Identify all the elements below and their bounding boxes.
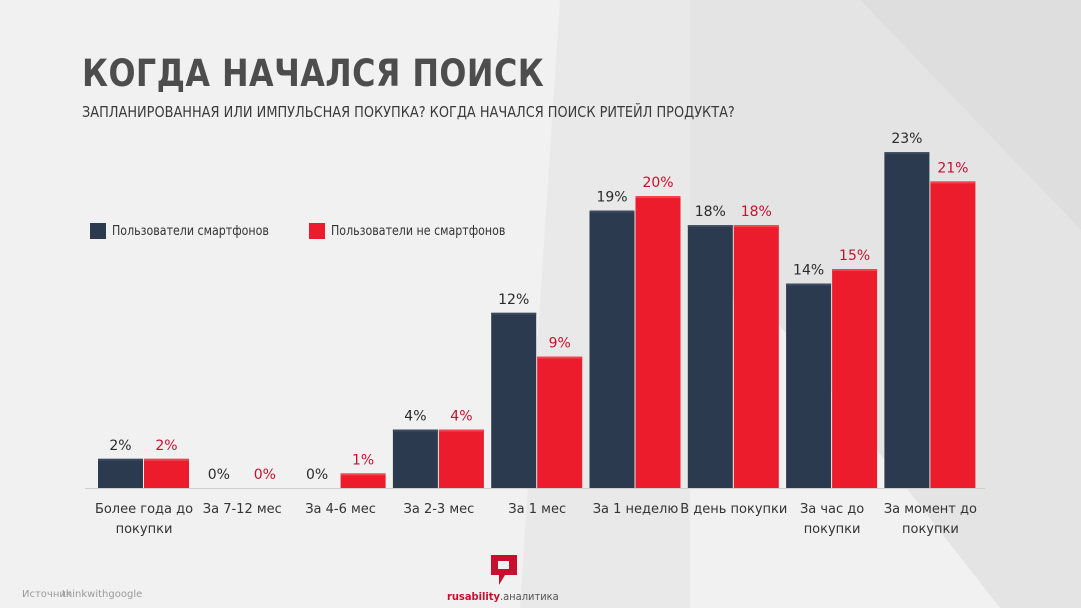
bar-non-smartphone xyxy=(733,225,779,488)
bar-top-smartphone xyxy=(589,210,635,213)
x-tick-label: покупки xyxy=(902,522,959,537)
legend-label-smartphone: Пользователи смартфонов xyxy=(112,223,269,239)
bar-top-non-smartphone xyxy=(733,225,779,228)
data-label-smartphone: 4% xyxy=(404,409,426,425)
legend-label-non-smartphone: Пользователи не смартфонов xyxy=(331,223,506,239)
x-tick-label: За 2-3 мес xyxy=(404,502,475,517)
bar-top-non-smartphone xyxy=(930,181,976,184)
brand-wordmark: rusability.аналитика xyxy=(447,590,559,603)
bar-top-non-smartphone xyxy=(438,429,484,432)
legend-swatch-non-smartphone xyxy=(309,223,325,239)
data-label-non-smartphone: 2% xyxy=(155,438,177,454)
bar-smartphone xyxy=(491,312,537,488)
bar-smartphone xyxy=(589,210,635,488)
bar-non-smartphone xyxy=(537,356,583,488)
bar-smartphone xyxy=(884,152,930,488)
x-tick-label: За 1 мес xyxy=(508,502,566,517)
page-title: КОГДА НАЧАЛСЯ ПОИСК xyxy=(82,52,545,95)
x-tick-label: Более года до xyxy=(95,502,193,517)
legend-item-smartphone: Пользователи смартфонов xyxy=(90,222,297,240)
data-label-non-smartphone: 4% xyxy=(450,409,472,425)
bar-non-smartphone xyxy=(832,269,878,488)
bar-smartphone xyxy=(687,225,733,488)
bar-top-smartphone xyxy=(786,283,832,286)
data-label-non-smartphone: 15% xyxy=(839,248,870,264)
bar-top-smartphone xyxy=(884,152,930,155)
bar-non-smartphone xyxy=(635,196,681,488)
data-label-non-smartphone: 9% xyxy=(549,336,571,352)
bar-smartphone xyxy=(392,429,438,488)
bar-non-smartphone xyxy=(438,429,484,488)
bar-smartphone xyxy=(98,458,143,488)
legend-swatch-smartphone xyxy=(90,223,106,239)
x-tick-label: За 7-12 мес xyxy=(203,502,282,517)
data-label-non-smartphone: 0% xyxy=(254,467,276,483)
bar-top-smartphone xyxy=(687,225,733,228)
bar-top-smartphone xyxy=(392,429,438,432)
data-label-non-smartphone: 20% xyxy=(642,175,673,191)
x-tick-label: За 1 неделю xyxy=(593,502,679,517)
x-tick-label: В день покупки xyxy=(680,502,787,517)
data-label-smartphone: 19% xyxy=(596,190,627,206)
x-tick-label: За 4-6 мес xyxy=(305,502,376,517)
bar-top-smartphone xyxy=(98,458,143,461)
x-tick-label: За момент до xyxy=(884,502,977,517)
source-label: Источник: xyxy=(22,589,76,600)
data-label-smartphone: 0% xyxy=(306,467,328,483)
brand-sub: .аналитика xyxy=(499,590,559,603)
bar-non-smartphone xyxy=(930,181,976,488)
x-tick-label: покупки xyxy=(116,522,173,537)
data-label-smartphone: 12% xyxy=(498,292,529,308)
data-label-non-smartphone: 1% xyxy=(352,452,374,468)
x-tick-label: За час до xyxy=(800,502,864,517)
bar-top-non-smartphone xyxy=(537,356,583,359)
x-tick-label: покупки xyxy=(804,522,861,537)
bar-non-smartphone xyxy=(144,458,189,488)
data-label-smartphone: 23% xyxy=(891,131,922,147)
data-label-smartphone: 2% xyxy=(109,438,131,454)
data-label-smartphone: 18% xyxy=(695,204,726,220)
source-value: thinkwithgoogle xyxy=(62,589,143,600)
bar-top-non-smartphone xyxy=(340,473,386,476)
bar-top-non-smartphone xyxy=(635,196,681,198)
data-label-smartphone: 0% xyxy=(208,467,230,483)
bar-non-smartphone xyxy=(340,473,386,488)
data-label-non-smartphone: 18% xyxy=(741,204,772,220)
legend-item-non-smartphone: Пользователи не смартфонов xyxy=(309,222,536,240)
bar-top-non-smartphone xyxy=(832,269,878,271)
brand-main: rusability xyxy=(447,590,500,603)
data-label-non-smartphone: 21% xyxy=(937,160,968,176)
rusability-logo-icon xyxy=(491,555,517,585)
data-label-smartphone: 14% xyxy=(793,263,824,279)
bar-top-smartphone xyxy=(491,312,537,315)
bar-smartphone xyxy=(786,283,832,488)
bar-top-non-smartphone xyxy=(144,458,189,461)
page-subtitle: ЗАПЛАНИРОВАННАЯ ИЛИ ИМПУЛЬСНАЯ ПОКУПКА? … xyxy=(82,103,735,121)
